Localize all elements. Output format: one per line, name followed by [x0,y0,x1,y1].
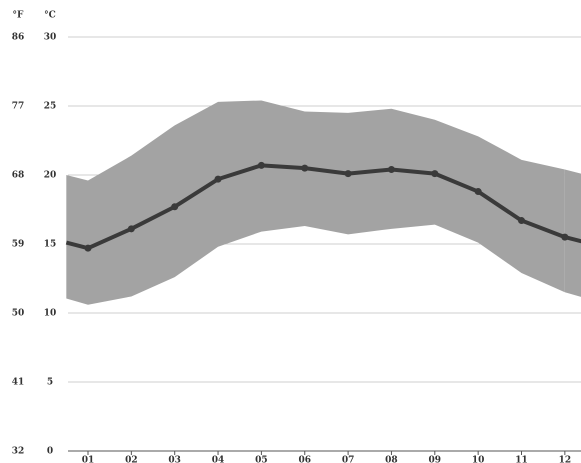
point [127,225,135,233]
point [171,203,179,211]
point [257,161,265,169]
x-tick-label: 05 [255,456,268,463]
x-tick-label: 09 [429,456,442,463]
x-tick-label: 06 [298,456,311,463]
y-tick-label: 30 [44,33,57,43]
point [387,165,395,173]
point [518,217,525,225]
y2-tick-label: 77 [12,102,25,112]
x-tick-label: 01 [82,456,95,463]
y2-tick-label: 86 [12,33,25,43]
y2-tick-label: 68 [12,171,25,181]
y-tick-label: 25 [44,102,57,112]
y-tick-label: 5 [47,378,53,388]
y2-tick-label: 41 [12,378,25,388]
y2-tick-label: 59 [12,240,25,250]
range-band [88,100,565,305]
x-tick-label: 07 [342,456,355,463]
point [344,170,352,178]
point [431,170,439,178]
y2-tick-label: 50 [12,309,25,319]
x-tick-label: 12 [559,456,572,463]
x-tick-label: 08 [385,456,398,463]
range-band-edge [66,175,88,305]
point [84,244,92,252]
y-tick-label: 15 [44,240,57,250]
range-band-edge [564,169,581,297]
y-tick-label: 0 [47,447,53,457]
point [474,188,482,196]
y-axis-title: °C [44,11,56,21]
y2-axis-title: °F [13,11,25,21]
x-tick-label: 02 [125,456,138,463]
line-edge [65,240,89,251]
y-tick-label: 10 [44,309,57,319]
point [561,233,569,241]
y2-tick-label: 32 [12,447,25,457]
point [301,164,309,172]
x-tick-label: 04 [212,456,225,463]
line-edge [564,235,581,244]
point [214,175,222,183]
x-tick-label: 10 [472,456,485,463]
y-tick-label: 20 [44,171,57,181]
line [87,163,566,250]
x-tick-label: 11 [515,456,528,463]
x-tick-label: 03 [168,456,181,463]
